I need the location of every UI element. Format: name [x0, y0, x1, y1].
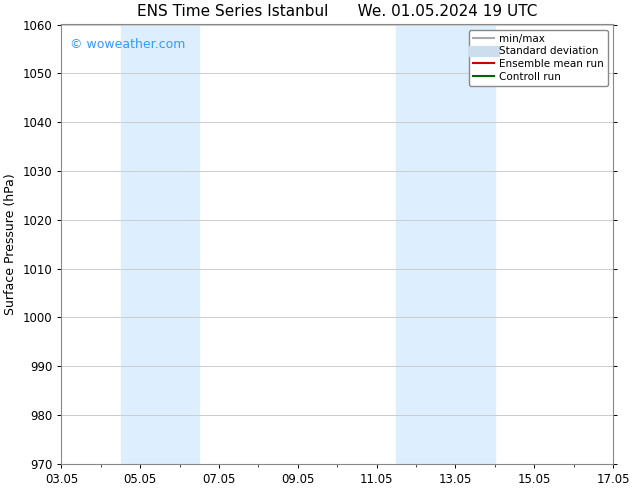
Bar: [396, 24, 436, 464]
Text: © woweather.com: © woweather.com: [70, 38, 185, 50]
Y-axis label: Surface Pressure (hPa): Surface Pressure (hPa): [4, 173, 17, 315]
Legend: min/max, Standard deviation, Ensemble mean run, Controll run: min/max, Standard deviation, Ensemble me…: [469, 30, 608, 86]
Title: ENS Time Series Istanbul      We. 01.05.2024 19 UTC: ENS Time Series Istanbul We. 01.05.2024 …: [137, 4, 538, 19]
Bar: [120, 24, 200, 464]
Bar: [436, 24, 495, 464]
